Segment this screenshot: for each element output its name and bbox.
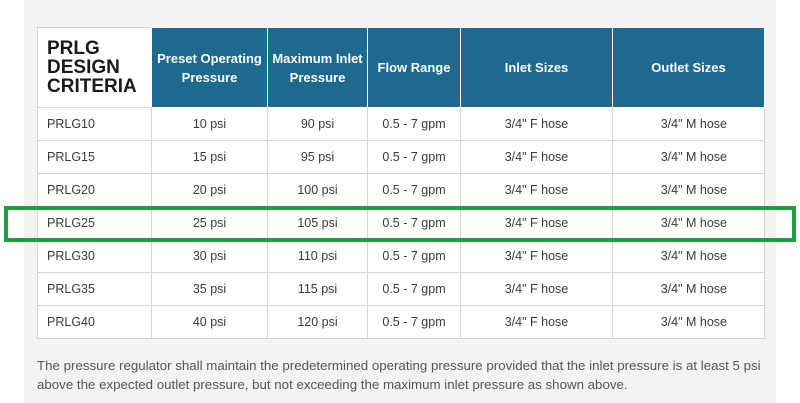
cell-preset-pressure: 10 psi	[151, 107, 268, 141]
cell-flow-range: 0.5 - 7 gpm	[367, 206, 461, 240]
cell-model: PRLG15	[37, 140, 152, 174]
header-outlet-sizes: Outlet Sizes	[612, 27, 765, 108]
cell-flow-range: 0.5 - 7 gpm	[367, 305, 461, 339]
header-inlet-sizes: Inlet Sizes	[460, 27, 613, 108]
design-criteria-table: PRLG DESIGN CRITERIA Preset Operating Pr…	[37, 27, 765, 339]
cell-preset-pressure: 30 psi	[151, 239, 268, 273]
table-header-row: PRLG DESIGN CRITERIA Preset Operating Pr…	[37, 27, 765, 108]
cell-outlet-size: 3/4" M hose	[612, 206, 765, 240]
cell-inlet-size: 3/4" F hose	[460, 239, 613, 273]
header-preset-pressure: Preset Operating Pressure	[151, 27, 268, 108]
cell-model: PRLG20	[37, 173, 152, 207]
header-max-inlet-pressure: Maximum Inlet Pressure	[267, 27, 368, 108]
cell-inlet-size: 3/4" F hose	[460, 206, 613, 240]
table-row: PRLG35 35 psi 115 psi 0.5 - 7 gpm 3/4" F…	[37, 272, 765, 306]
cell-inlet-size: 3/4" F hose	[460, 272, 613, 306]
cell-outlet-size: 3/4" M hose	[612, 272, 765, 306]
cell-model: PRLG30	[37, 239, 152, 273]
cell-model: PRLG25	[37, 206, 152, 240]
table-row-highlighted: PRLG25 25 psi 105 psi 0.5 - 7 gpm 3/4" F…	[37, 206, 765, 240]
cell-model: PRLG10	[37, 107, 152, 141]
table-row: PRLG30 30 psi 110 psi 0.5 - 7 gpm 3/4" F…	[37, 239, 765, 273]
cell-preset-pressure: 25 psi	[151, 206, 268, 240]
header-flow-range: Flow Range	[367, 27, 461, 108]
cell-model: PRLG35	[37, 272, 152, 306]
cell-model: PRLG40	[37, 305, 152, 339]
cell-max-inlet-pressure: 100 psi	[267, 173, 368, 207]
table-row: PRLG40 40 psi 120 psi 0.5 - 7 gpm 3/4" F…	[37, 305, 765, 339]
table-title: PRLG DESIGN CRITERIA	[37, 27, 152, 108]
cell-preset-pressure: 40 psi	[151, 305, 268, 339]
cell-outlet-size: 3/4" M hose	[612, 239, 765, 273]
cell-inlet-size: 3/4" F hose	[460, 173, 613, 207]
cell-max-inlet-pressure: 95 psi	[267, 140, 368, 174]
cell-max-inlet-pressure: 120 psi	[267, 305, 368, 339]
cell-max-inlet-pressure: 90 psi	[267, 107, 368, 141]
cell-max-inlet-pressure: 105 psi	[267, 206, 368, 240]
cell-outlet-size: 3/4" M hose	[612, 305, 765, 339]
pressure-note: The pressure regulator shall maintain th…	[37, 358, 761, 392]
cell-max-inlet-pressure: 110 psi	[267, 239, 368, 273]
cell-max-inlet-pressure: 115 psi	[267, 272, 368, 306]
cell-flow-range: 0.5 - 7 gpm	[367, 272, 461, 306]
cell-flow-range: 0.5 - 7 gpm	[367, 140, 461, 174]
table-row: PRLG15 15 psi 95 psi 0.5 - 7 gpm 3/4" F …	[37, 140, 765, 174]
cell-outlet-size: 3/4" M hose	[612, 107, 765, 141]
cell-inlet-size: 3/4" F hose	[460, 107, 613, 141]
cell-preset-pressure: 20 psi	[151, 173, 268, 207]
cell-flow-range: 0.5 - 7 gpm	[367, 239, 461, 273]
cell-inlet-size: 3/4" F hose	[460, 305, 613, 339]
cell-flow-range: 0.5 - 7 gpm	[367, 173, 461, 207]
cell-flow-range: 0.5 - 7 gpm	[367, 107, 461, 141]
cell-outlet-size: 3/4" M hose	[612, 140, 765, 174]
cell-inlet-size: 3/4" F hose	[460, 140, 613, 174]
cell-preset-pressure: 15 psi	[151, 140, 268, 174]
table-row: PRLG20 20 psi 100 psi 0.5 - 7 gpm 3/4" F…	[37, 173, 765, 207]
cell-outlet-size: 3/4" M hose	[612, 173, 765, 207]
table-row: PRLG10 10 psi 90 psi 0.5 - 7 gpm 3/4" F …	[37, 107, 765, 141]
cell-preset-pressure: 35 psi	[151, 272, 268, 306]
